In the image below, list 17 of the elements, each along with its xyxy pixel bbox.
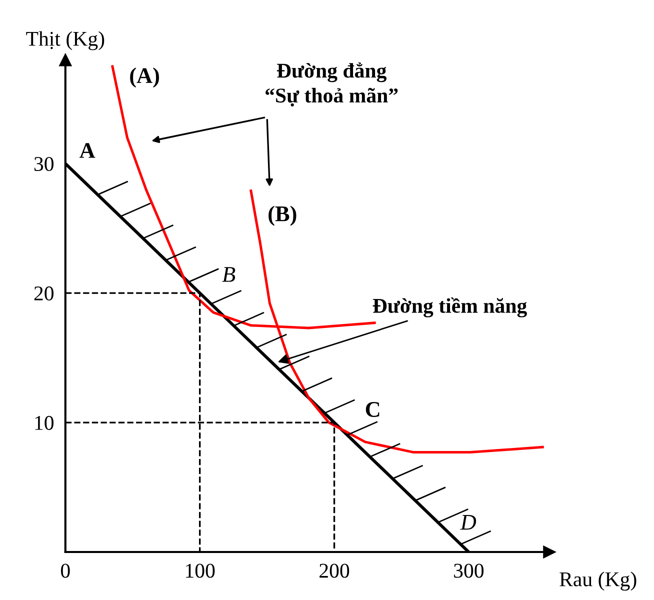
annotation: B bbox=[222, 267, 236, 282]
x-axis-title: Rau (Kg) bbox=[560, 572, 636, 591]
annotation: (B) bbox=[268, 206, 296, 226]
x-tick-label: 100 bbox=[186, 564, 215, 578]
annotation: Đường tiềm năng bbox=[372, 298, 527, 318]
y-tick-label: 10 bbox=[35, 416, 54, 430]
annotation: A bbox=[80, 143, 96, 158]
x-tick-label: 0 bbox=[60, 564, 70, 578]
annotation: D bbox=[460, 515, 476, 530]
annotation: Đường đẳng “Sự thoả mãn” bbox=[266, 62, 398, 106]
y-tick-label: 20 bbox=[34, 286, 54, 300]
y-axis-title: Thịt (Kg) bbox=[26, 31, 104, 50]
annotation: (A) bbox=[130, 68, 159, 88]
x-tick-label: 300 bbox=[454, 564, 484, 578]
y-tick-label: 30 bbox=[34, 156, 54, 172]
annotation: C bbox=[366, 402, 380, 417]
x-tick-label: 200 bbox=[320, 564, 350, 578]
